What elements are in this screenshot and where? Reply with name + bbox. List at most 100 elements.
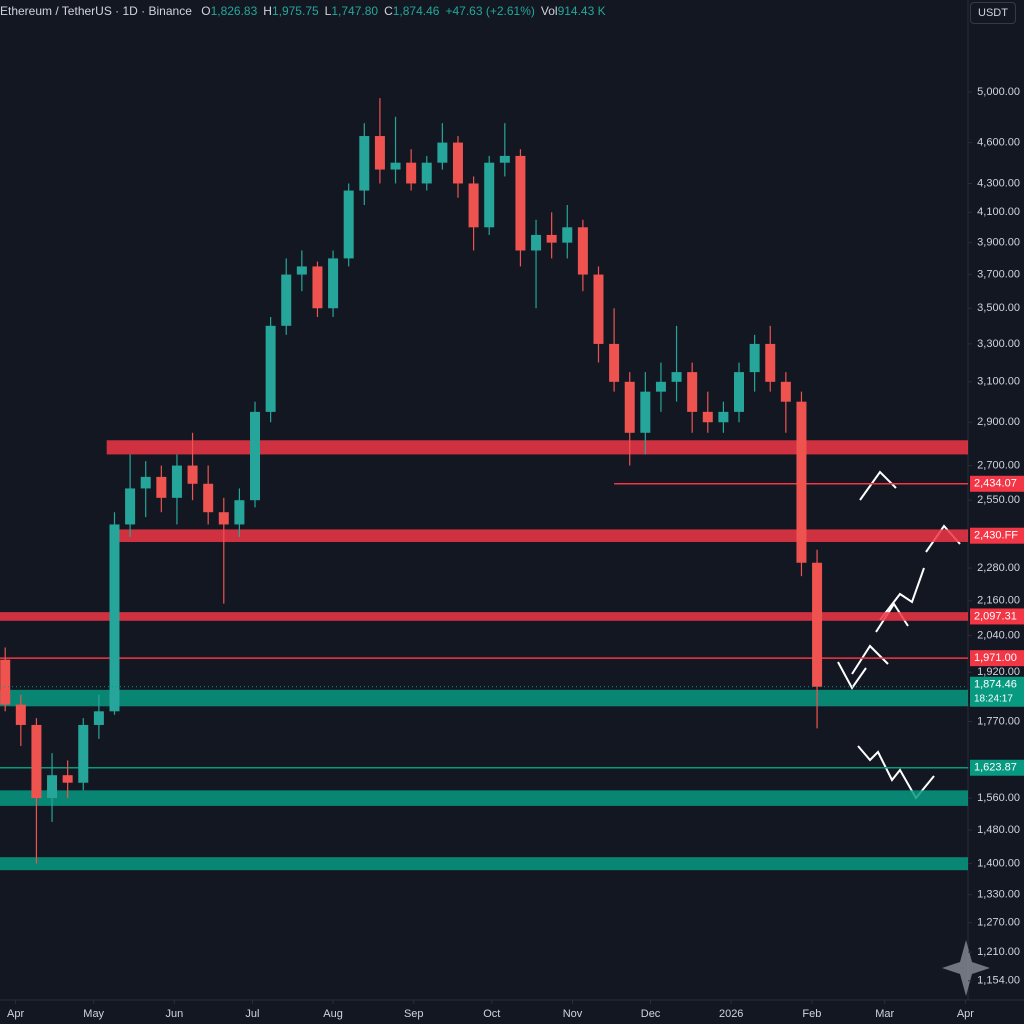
candle-body: [140, 476, 151, 489]
x-tick-label: Jun: [165, 1008, 183, 1020]
candle-body: [234, 500, 245, 525]
y-tick-label: 2,280.00: [977, 562, 1020, 574]
candle-body: [718, 411, 729, 423]
y-tick-label: 2,160.00: [977, 595, 1020, 607]
last-price-tag: [970, 676, 1024, 707]
x-tick-label: 2026: [719, 1008, 743, 1020]
zone: [0, 612, 968, 621]
candle-body: [203, 483, 214, 513]
zone: [106, 440, 968, 455]
y-tick-label: 1,920.00: [977, 666, 1020, 678]
candle-body: [437, 142, 448, 163]
symbol-title: Ethereum / TetherUS · 1D · Binance: [0, 4, 192, 18]
x-tick-label: Feb: [802, 1008, 821, 1020]
candle-body: [343, 190, 354, 259]
x-tick-label: Dec: [641, 1008, 661, 1020]
y-tick-label: 1,270.00: [977, 917, 1020, 929]
x-tick-label: Jul: [245, 1008, 259, 1020]
ohlc-key: O: [201, 4, 211, 18]
candle-body: [218, 512, 229, 525]
candle-body: [640, 391, 651, 433]
zone: [0, 857, 968, 871]
candle-body: [312, 266, 323, 309]
y-tick-label: 3,300.00: [977, 338, 1020, 350]
price-tag: [970, 759, 1024, 776]
y-tick-label: 2,700.00: [977, 459, 1020, 471]
price-tag-label: 1,623.87: [974, 762, 1017, 774]
candle-body: [250, 411, 261, 501]
y-tick-label: 4,300.00: [977, 177, 1020, 189]
ohlc-key: Vol: [540, 4, 558, 18]
zone: [114, 529, 968, 543]
candle-body: [499, 155, 510, 163]
last-price-label: 1,874.46: [974, 679, 1017, 691]
ohlc-value: 1,747.80: [331, 4, 379, 18]
candle-body: [0, 659, 11, 705]
candle-body: [421, 162, 432, 184]
ohlc-value: 1,826.83: [210, 4, 258, 18]
candle-body: [31, 724, 42, 799]
y-tick-label: 4,600.00: [977, 136, 1020, 148]
x-tick-label: Aug: [323, 1008, 343, 1020]
x-tick-label: Oct: [483, 1008, 500, 1020]
arrow: [857, 745, 935, 800]
arrow: [851, 644, 889, 675]
ohlc-key: H: [263, 4, 272, 18]
candle-body: [780, 381, 791, 402]
candle-body: [468, 183, 479, 228]
ohlc-value: 914.43 K: [557, 4, 606, 18]
arrow: [859, 470, 897, 501]
price-tag: [970, 527, 1024, 544]
candle-body: [624, 381, 635, 433]
ohlc-value: +47.63 (+2.61%): [445, 4, 535, 18]
candle-body: [374, 136, 385, 170]
price-tag-label: 2,097.31: [974, 610, 1017, 622]
candle-body: [390, 162, 401, 170]
ohlc-key: C: [384, 4, 393, 18]
y-tick-label: 1,400.00: [977, 858, 1020, 870]
projection-arrows: [837, 470, 961, 800]
currency-button[interactable]: USDT: [970, 2, 1016, 24]
y-tick-label: 1,770.00: [977, 715, 1020, 727]
price-tag: [970, 475, 1024, 492]
candle-body: [296, 266, 307, 275]
candle-body: [749, 343, 760, 373]
price-tag: [970, 608, 1024, 625]
candle-body: [812, 562, 823, 687]
candle-body: [546, 234, 557, 243]
x-tick-label: Nov: [563, 1008, 583, 1020]
candle-body: [406, 162, 417, 184]
candle-body: [78, 724, 89, 783]
candle-body: [484, 162, 495, 228]
ohlc-value: 1,874.46: [392, 4, 440, 18]
candle-body: [265, 325, 276, 412]
y-tick-label: 3,700.00: [977, 268, 1020, 280]
candle-body: [125, 488, 136, 525]
arrow: [879, 567, 925, 621]
y-tick-label: 2,040.00: [977, 629, 1020, 641]
candle-body: [577, 227, 588, 275]
candle-body: [796, 401, 807, 563]
zone: [0, 689, 968, 707]
x-tick-label: Apr: [957, 1008, 974, 1020]
candle-body: [15, 704, 26, 725]
price-tag-label: 1,971.00: [974, 652, 1017, 664]
y-tick-label: 5,000.00: [977, 86, 1020, 98]
candle-body: [171, 465, 182, 498]
y-tick-label: 2,900.00: [977, 416, 1020, 428]
price-tag-label: 2,430.FF: [974, 530, 1018, 542]
candle-body: [609, 343, 620, 382]
candle-body: [562, 227, 573, 243]
candle-body: [47, 775, 58, 799]
candle-body: [281, 274, 292, 326]
x-tick-label: May: [83, 1008, 104, 1020]
ohlc-key: L: [324, 4, 332, 18]
candle-body: [687, 372, 698, 412]
candle-body: [156, 476, 167, 498]
countdown: 18:24:17: [974, 693, 1013, 704]
zone: [0, 790, 968, 806]
candle-body: [187, 465, 198, 484]
candle-body: [93, 711, 104, 725]
